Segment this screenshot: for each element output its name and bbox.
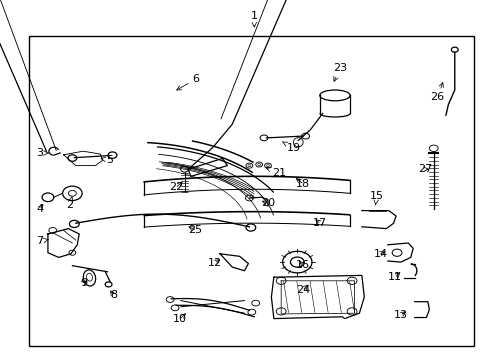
Text: 20: 20 (261, 198, 274, 208)
Text: 2: 2 (66, 197, 73, 210)
Text: 19: 19 (282, 142, 300, 153)
Text: 26: 26 (430, 83, 444, 102)
Text: 21: 21 (266, 167, 285, 178)
Text: 8: 8 (110, 290, 117, 300)
Text: 4: 4 (37, 204, 43, 214)
Text: 6: 6 (176, 74, 199, 90)
Text: 1: 1 (250, 11, 257, 27)
Text: 11: 11 (387, 272, 401, 282)
Text: 15: 15 (369, 191, 383, 204)
Text: 22: 22 (168, 182, 183, 192)
Text: 17: 17 (313, 218, 326, 228)
Text: 13: 13 (393, 310, 407, 320)
Text: 27: 27 (417, 164, 432, 174)
Text: 10: 10 (173, 314, 186, 324)
Text: 23: 23 (332, 63, 346, 81)
Text: 5: 5 (101, 155, 113, 165)
Text: 7: 7 (37, 236, 48, 246)
Text: 24: 24 (295, 285, 310, 295)
Text: 25: 25 (188, 225, 202, 235)
Text: 16: 16 (296, 260, 309, 270)
Bar (29, 36, 473, 346)
Text: 9: 9 (81, 278, 87, 288)
Text: 3: 3 (37, 148, 48, 158)
Text: 12: 12 (208, 258, 222, 268)
Text: 18: 18 (296, 179, 309, 189)
Text: 14: 14 (373, 249, 386, 259)
